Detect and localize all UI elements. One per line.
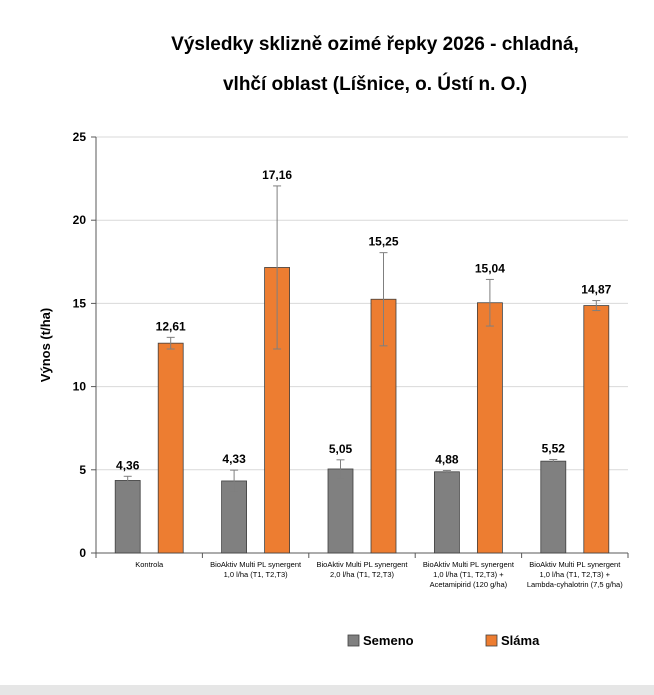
chart-title-line: Výsledky sklizně ozimé řepky 2026 - chla… <box>171 34 579 55</box>
bar-semeno <box>327 468 354 554</box>
x-tick-label: 1,0 l/ha (T1, T2,T3) + <box>433 570 504 579</box>
legend-label: Semeno <box>363 633 414 648</box>
bar-sláma <box>583 305 610 554</box>
x-tick-label: 1,0 l/ha (T1, T2,T3) <box>224 570 289 579</box>
legend-swatch <box>347 634 360 647</box>
legend-swatch <box>485 634 498 647</box>
y-axis-label: Výnos (t/ha) <box>38 308 53 382</box>
x-tick-label: 1,0 l/ha (T1, T2,T3) + <box>540 570 611 579</box>
data-label: 12,61 <box>156 319 186 333</box>
data-label: 5,05 <box>329 442 353 456</box>
y-tick-label: 0 <box>79 546 86 560</box>
bar-semeno <box>433 471 460 554</box>
x-tick-label: BioAktiv Multi PL synergent <box>210 560 302 569</box>
y-tick-label: 15 <box>73 296 87 310</box>
bar-sláma <box>157 342 184 554</box>
y-tick-label: 20 <box>73 213 87 227</box>
data-label: 4,33 <box>222 452 246 466</box>
y-tick-label: 25 <box>73 130 87 144</box>
legend-label: Sláma <box>501 633 540 648</box>
data-label: 5,52 <box>542 441 566 455</box>
data-label: 15,04 <box>475 261 505 275</box>
data-label: 4,36 <box>116 458 140 472</box>
x-tick-label: BioAktiv Multi PL synergent <box>529 560 621 569</box>
bottom-band <box>0 685 654 695</box>
data-label: 15,25 <box>368 235 398 249</box>
y-tick-label: 10 <box>73 380 87 394</box>
bar-semeno <box>114 480 141 554</box>
chart-title-line: vlhčí oblast (Líšnice, o. Ústí n. O.) <box>223 73 527 95</box>
bar-semeno <box>540 460 567 554</box>
x-tick-label: BioAktiv Multi PL synergent <box>316 560 408 569</box>
x-tick-label: Acetamipirid (120 g/ha) <box>430 580 508 589</box>
bar-semeno <box>221 480 248 554</box>
data-label: 4,88 <box>435 452 459 466</box>
data-label: 14,87 <box>581 283 611 297</box>
x-tick-label: 2,0 l/ha (T1, T2,T3) <box>330 570 395 579</box>
x-tick-label: Kontrola <box>135 560 164 569</box>
data-label: 17,16 <box>262 168 292 182</box>
bar-sláma <box>476 302 503 554</box>
x-tick-label: Lambda-cyhalotrin (7,5 g/ha) <box>527 580 623 589</box>
y-tick-label: 5 <box>79 463 86 477</box>
x-tick-label: BioAktiv Multi PL synergent <box>423 560 515 569</box>
